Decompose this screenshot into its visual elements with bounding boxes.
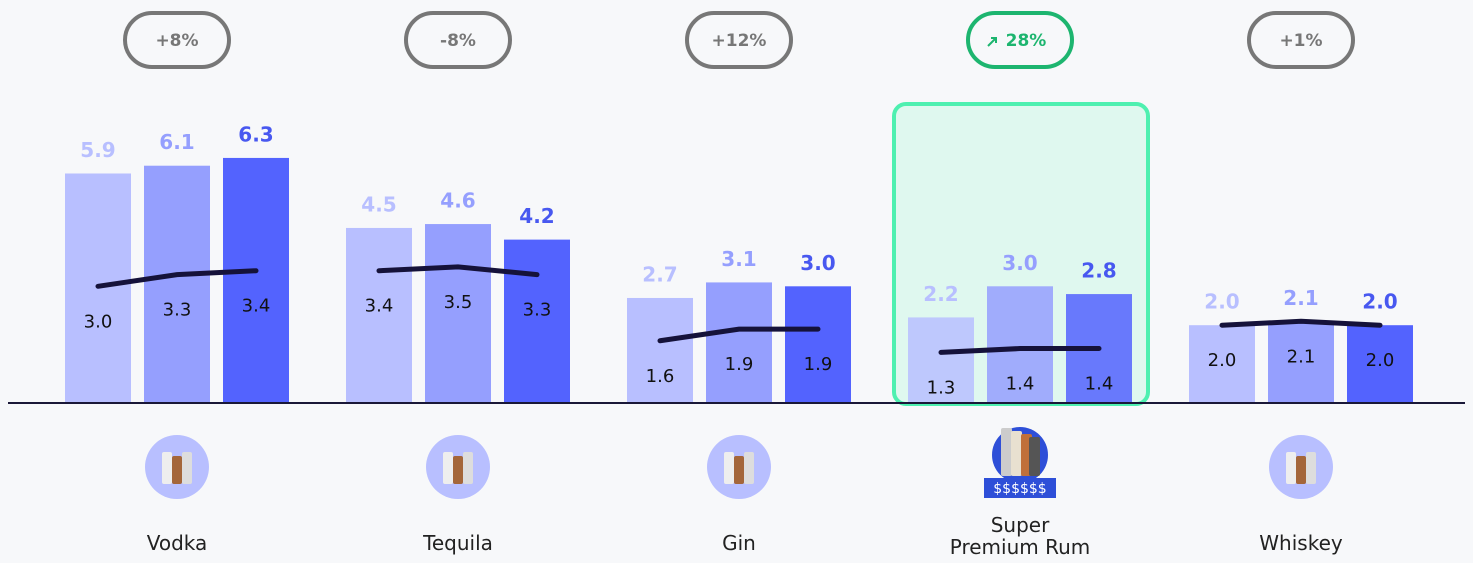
bar: [785, 286, 851, 403]
line-value-label: 3.0: [84, 311, 113, 332]
category-label: Super Premium Rum: [945, 514, 1095, 558]
bar: [144, 166, 210, 403]
bottle-icon: [463, 452, 473, 484]
line-value-label: 1.4: [1085, 374, 1114, 395]
change-label: +1%: [1279, 31, 1322, 51]
bottle-icon: [1296, 456, 1306, 484]
bar-value-label: 5.9: [80, 138, 115, 162]
bar-value-label: 3.0: [1002, 251, 1037, 275]
bar-value-label: 4.2: [519, 204, 554, 228]
bottle-icon: [1011, 431, 1022, 476]
chart: +8% 5.9 6.1 6.3 3.0 3.3 3.4 -8% 4.5 4.6 4.2 3.4 3.5 3…: [0, 0, 1473, 563]
price-tag: $$$$$$: [993, 481, 1046, 497]
bar-value-label: 2.2: [923, 282, 958, 306]
bar-value-label: 2.7: [642, 262, 677, 286]
bottle-icon: [443, 452, 453, 484]
category-label: Tequila: [358, 532, 558, 554]
line-value-label: 3.3: [523, 300, 552, 321]
bottle-icon: [1029, 437, 1040, 476]
bar: [223, 158, 289, 403]
category-label: Vodka: [77, 532, 277, 554]
bar-value-label: 3.1: [721, 247, 756, 271]
bottle-icon: [724, 452, 734, 484]
bottle-icon: [182, 452, 192, 484]
line-value-label: 1.9: [725, 354, 754, 375]
bar-value-label: 2.1: [1283, 286, 1318, 310]
bottle-icon: [744, 452, 754, 484]
line-value-label: 1.3: [927, 377, 956, 398]
bar-value-label: 4.6: [440, 189, 475, 213]
line-value-label: 1.9: [804, 354, 833, 375]
line-value-label: 3.4: [365, 296, 394, 317]
bar: [425, 224, 491, 403]
bar-value-label: 2.0: [1204, 290, 1239, 314]
category-label: Gin: [639, 532, 839, 554]
bar-value-label: 3.0: [800, 251, 835, 275]
bottle-icon: [1306, 452, 1316, 484]
bottle-icon: [734, 456, 744, 484]
bar: [627, 298, 693, 403]
change-label: -8%: [440, 31, 476, 51]
change-label: 28%: [1006, 31, 1047, 51]
bottle-icon: [1001, 428, 1012, 476]
line-value-label: 3.4: [242, 296, 271, 317]
category-label: Whiskey: [1201, 532, 1401, 554]
line-value-label: 3.3: [163, 300, 192, 321]
bar: [706, 282, 772, 403]
change-label: +12%: [712, 31, 767, 51]
line-value-label: 2.0: [1366, 350, 1395, 371]
bar-value-label: 4.5: [361, 192, 396, 216]
bar-value-label: 6.3: [238, 122, 273, 146]
line-value-label: 1.6: [646, 366, 675, 387]
change-label: +8%: [155, 31, 198, 51]
line-value-label: 1.4: [1006, 374, 1035, 395]
bar-value-label: 2.0: [1362, 290, 1397, 314]
line-value-label: 2.1: [1287, 346, 1316, 367]
bar-value-label: 2.8: [1081, 259, 1116, 283]
bottle-icon: [172, 456, 182, 484]
line-value-label: 2.0: [1208, 350, 1237, 371]
line-value-label: 3.5: [444, 292, 473, 313]
bar-value-label: 6.1: [159, 130, 194, 154]
chart-page: +8% 5.9 6.1 6.3 3.0 3.3 3.4 -8% 4.5 4.6 4.2 3.4 3.5 3…: [0, 0, 1473, 563]
bottle-icon: [162, 452, 172, 484]
bottle-icon: [453, 456, 463, 484]
bottle-icon: [1286, 452, 1296, 484]
bar: [504, 240, 570, 403]
